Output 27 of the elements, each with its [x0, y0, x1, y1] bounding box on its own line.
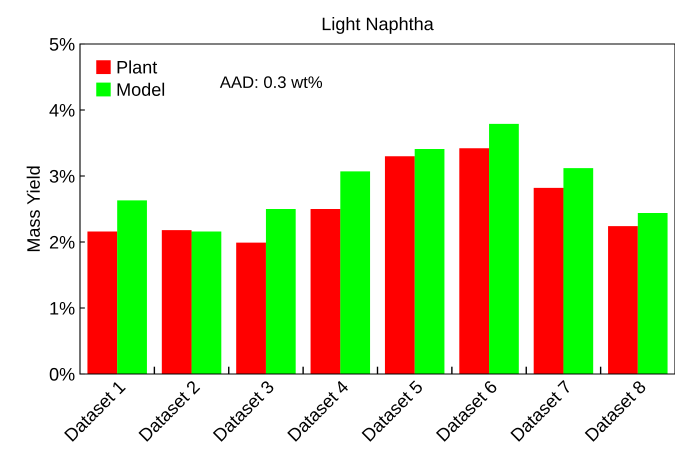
bar — [87, 231, 118, 374]
legend-label: Plant — [118, 60, 158, 74]
bar — [117, 200, 147, 374]
y-tick-label: 4% — [49, 104, 74, 117]
bar — [236, 242, 266, 374]
y-tick-label: 2% — [50, 236, 74, 249]
bar — [162, 230, 192, 374]
bar — [459, 148, 490, 374]
bar — [608, 226, 638, 374]
bar — [638, 212, 668, 374]
bar — [340, 171, 370, 374]
bar — [414, 148, 444, 374]
legend-label: Model — [118, 82, 164, 96]
y-axis-title: Mass Yield — [26, 166, 40, 252]
bar — [310, 209, 340, 374]
bar — [489, 124, 519, 374]
bar — [266, 209, 296, 374]
bar — [534, 188, 564, 374]
bar — [384, 156, 415, 374]
bar — [563, 168, 594, 374]
y-tick-label: 0% — [50, 368, 74, 381]
bar — [192, 231, 222, 374]
y-tick-label: 1% — [50, 302, 74, 315]
annotation: AAD: 0.3 wt% — [220, 76, 322, 88]
y-tick-label: 3% — [50, 170, 74, 183]
y-tick-label: 5% — [50, 38, 74, 51]
chart-title: Light Naphtha — [322, 17, 434, 34]
